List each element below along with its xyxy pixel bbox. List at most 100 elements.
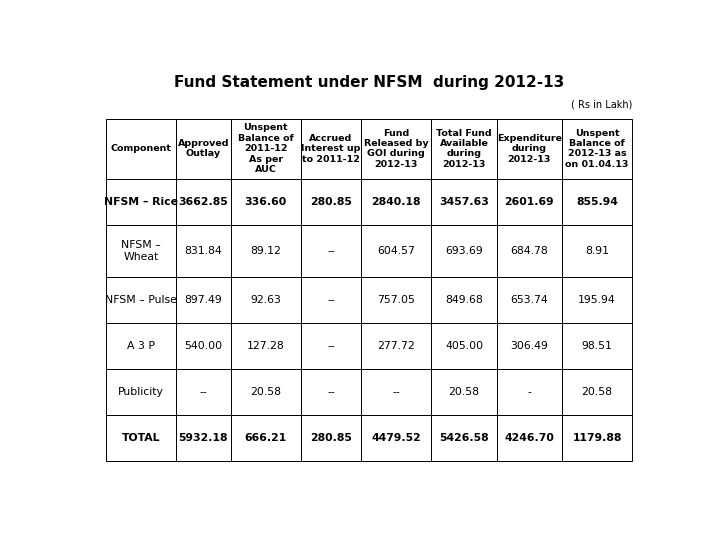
Bar: [301, 369, 361, 415]
Bar: [361, 277, 431, 323]
Bar: [431, 369, 497, 415]
Text: 653.74: 653.74: [510, 295, 548, 305]
Text: 1179.88: 1179.88: [572, 433, 622, 443]
Text: --: --: [327, 295, 335, 305]
Bar: [106, 323, 176, 369]
Text: 280.85: 280.85: [310, 197, 352, 207]
Text: 20.58: 20.58: [582, 387, 613, 397]
Bar: [431, 225, 497, 277]
Bar: [106, 369, 176, 415]
Bar: [106, 179, 176, 225]
Text: Publicity: Publicity: [118, 387, 164, 397]
Text: NFSM – Rice: NFSM – Rice: [104, 197, 178, 207]
Text: --: --: [199, 387, 207, 397]
Text: A 3 P: A 3 P: [127, 341, 155, 351]
Text: --: --: [392, 387, 400, 397]
Text: 5932.18: 5932.18: [179, 433, 228, 443]
Text: 336.60: 336.60: [245, 197, 287, 207]
Bar: [431, 179, 497, 225]
Text: Fund Statement under NFSM  during 2012-13: Fund Statement under NFSM during 2012-13: [174, 75, 564, 90]
Bar: [230, 225, 301, 277]
Text: ( Rs in Lakh): ( Rs in Lakh): [571, 99, 632, 109]
Text: 127.28: 127.28: [247, 341, 284, 351]
Bar: [106, 277, 176, 323]
Text: 897.49: 897.49: [184, 295, 222, 305]
Bar: [301, 323, 361, 369]
Text: NFSM – Pulse: NFSM – Pulse: [105, 295, 177, 305]
Text: 4246.70: 4246.70: [504, 433, 554, 443]
Bar: [562, 369, 632, 415]
Bar: [301, 225, 361, 277]
Text: 757.05: 757.05: [377, 295, 415, 305]
Text: TOTAL: TOTAL: [122, 433, 160, 443]
Bar: [301, 415, 361, 461]
Bar: [230, 277, 301, 323]
Bar: [230, 119, 301, 179]
Text: 195.94: 195.94: [578, 295, 616, 305]
Text: Component: Component: [110, 144, 171, 153]
Bar: [176, 277, 230, 323]
Text: --: --: [327, 341, 335, 351]
Text: 4479.52: 4479.52: [372, 433, 421, 443]
Text: 277.72: 277.72: [377, 341, 415, 351]
Bar: [431, 323, 497, 369]
Bar: [431, 415, 497, 461]
Text: 3457.63: 3457.63: [439, 197, 489, 207]
Text: 280.85: 280.85: [310, 433, 352, 443]
Bar: [176, 415, 230, 461]
Bar: [562, 323, 632, 369]
Bar: [176, 323, 230, 369]
Bar: [301, 119, 361, 179]
Text: 92.63: 92.63: [251, 295, 282, 305]
Bar: [361, 323, 431, 369]
Text: 405.00: 405.00: [445, 341, 483, 351]
Text: 20.58: 20.58: [449, 387, 480, 397]
Bar: [562, 119, 632, 179]
Text: 3662.85: 3662.85: [179, 197, 228, 207]
Bar: [497, 225, 562, 277]
Bar: [176, 225, 230, 277]
Text: Unspent
Balance of
2012-13 as
on 01.04.13: Unspent Balance of 2012-13 as on 01.04.1…: [565, 129, 629, 169]
Bar: [230, 323, 301, 369]
Text: 831.84: 831.84: [184, 246, 222, 256]
Bar: [431, 277, 497, 323]
Bar: [562, 277, 632, 323]
Bar: [106, 225, 176, 277]
Text: 2601.69: 2601.69: [505, 197, 554, 207]
Bar: [106, 119, 176, 179]
Bar: [361, 179, 431, 225]
Text: 604.57: 604.57: [377, 246, 415, 256]
Bar: [230, 415, 301, 461]
Bar: [230, 369, 301, 415]
Bar: [497, 323, 562, 369]
Text: Fund
Released by
GOI during
2012-13: Fund Released by GOI during 2012-13: [364, 129, 428, 169]
Bar: [361, 369, 431, 415]
Bar: [361, 225, 431, 277]
Bar: [562, 179, 632, 225]
Bar: [301, 277, 361, 323]
Text: 306.49: 306.49: [510, 341, 548, 351]
Text: --: --: [327, 387, 335, 397]
Text: Accrued
Interest up
to 2011-12: Accrued Interest up to 2011-12: [301, 134, 361, 164]
Bar: [497, 179, 562, 225]
Bar: [176, 369, 230, 415]
Text: NFSM –
Wheat: NFSM – Wheat: [121, 240, 161, 262]
Bar: [176, 119, 230, 179]
Bar: [361, 119, 431, 179]
Text: 5426.58: 5426.58: [439, 433, 489, 443]
Text: 98.51: 98.51: [582, 341, 613, 351]
Text: Unspent
Balance of
2011-12
As per
AUC: Unspent Balance of 2011-12 As per AUC: [238, 124, 294, 174]
Bar: [230, 179, 301, 225]
Bar: [431, 119, 497, 179]
Text: --: --: [327, 246, 335, 256]
Text: 849.68: 849.68: [445, 295, 483, 305]
Text: 2840.18: 2840.18: [372, 197, 421, 207]
Text: Total Fund
Available
during
2012-13: Total Fund Available during 2012-13: [436, 129, 492, 169]
Text: 540.00: 540.00: [184, 341, 222, 351]
Text: 89.12: 89.12: [251, 246, 282, 256]
Text: 684.78: 684.78: [510, 246, 548, 256]
Bar: [497, 277, 562, 323]
Text: -: -: [527, 387, 531, 397]
Bar: [497, 415, 562, 461]
Bar: [176, 179, 230, 225]
